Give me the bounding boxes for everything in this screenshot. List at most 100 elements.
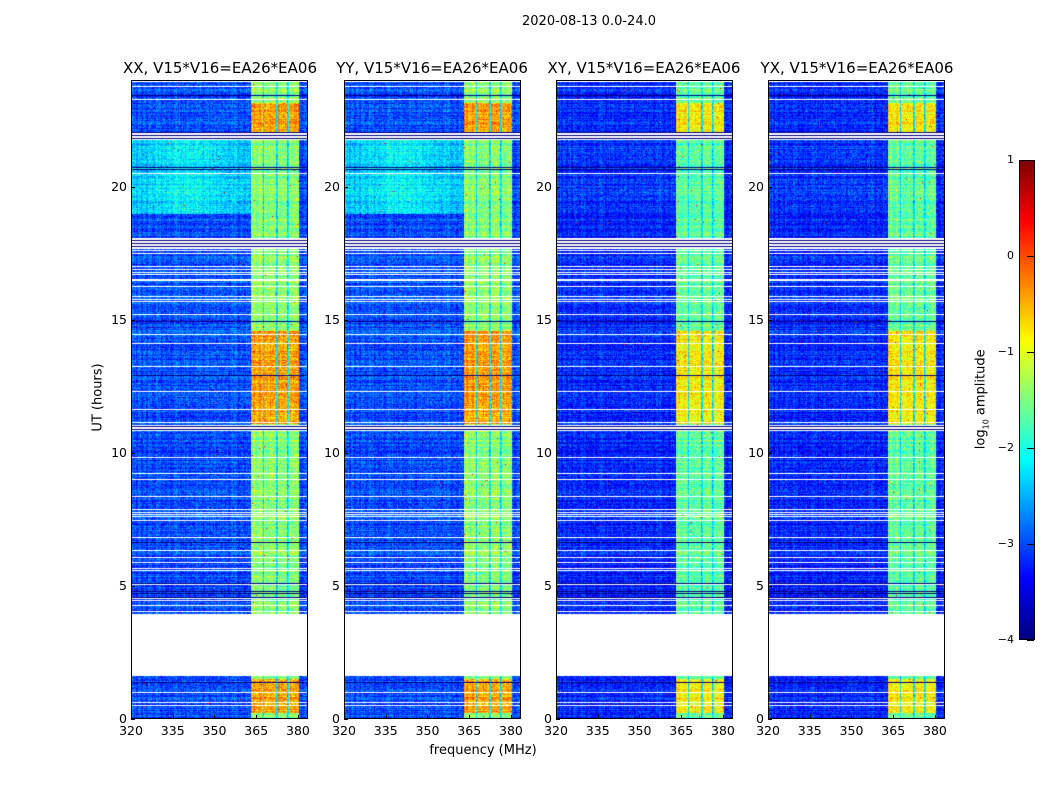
x-tick-mark-yx (893, 715, 895, 719)
x-tick-mark-xy (597, 715, 599, 719)
x-tick-mark-xy (639, 715, 641, 719)
y-tick-label-xx-0: 0 (119, 711, 127, 726)
y-tick-mark-yx (768, 452, 772, 454)
colorbar-tick-label-3: −2 (997, 441, 1014, 454)
x-tick-label-xy-335: 335 (585, 723, 610, 738)
y-tick-mark-yx (768, 585, 772, 587)
x-tick-mark-yy (469, 715, 471, 719)
x-tick-mark-xx (131, 715, 132, 719)
y-tick-mark-yy (344, 186, 348, 188)
heatmap-panel-yy (344, 80, 521, 719)
y-tick-label-yy-10: 10 (324, 444, 340, 460)
heatmap-panel-xy (556, 80, 733, 719)
y-tick-label-xy-15: 15 (536, 311, 552, 327)
x-tick-label-xy-350: 350 (627, 723, 652, 738)
colorbar-tick-mark (1027, 640, 1034, 641)
x-tick-mark-xx (172, 715, 174, 719)
y-tick-label-yx-0: 0 (756, 711, 764, 726)
x-tick-mark-xx (297, 715, 299, 719)
heatmap-yy (345, 81, 520, 718)
x-tick-label-yy-350: 350 (415, 723, 440, 738)
x-tick-mark-yy (427, 715, 429, 719)
x-tick-label-yy-365: 365 (457, 723, 482, 738)
x-axis-label: frequency (MHz) (429, 743, 537, 758)
x-tick-label-yx-380: 380 (923, 723, 947, 738)
y-tick-label-xy-20: 20 (536, 178, 552, 194)
x-tick-label-yy-335: 335 (373, 723, 398, 738)
colorbar-tick-mark (1027, 352, 1034, 353)
y-tick-mark-yy (344, 585, 348, 587)
x-tick-mark-yx (851, 715, 853, 719)
y-tick-mark-xx (131, 585, 135, 587)
y-tick-mark-yx (768, 719, 772, 720)
x-tick-mark-xy (681, 715, 683, 719)
y-axis-label: UT (hours) (90, 363, 106, 432)
y-tick-mark-xx (131, 186, 135, 188)
colorbar (1019, 160, 1035, 640)
x-tick-label-xx-350: 350 (202, 723, 227, 738)
x-tick-mark-xy (556, 715, 557, 719)
x-tick-mark-yx (768, 715, 769, 719)
x-tick-label-xx-335: 335 (160, 723, 185, 738)
y-tick-mark-yy (344, 719, 348, 720)
y-tick-mark-xy (556, 319, 560, 321)
x-tick-mark-yy (510, 715, 512, 719)
colorbar-tick-mark (1027, 544, 1034, 545)
y-tick-mark-xy (556, 186, 560, 188)
y-tick-mark-yx (768, 186, 772, 188)
x-tick-label-yx-365: 365 (881, 723, 906, 738)
y-tick-label-xx-15: 15 (111, 311, 127, 327)
x-tick-mark-yy (344, 715, 345, 719)
figure-title: 2020-08-13 0.0-24.0 (522, 14, 656, 29)
panel-title-xx: XX, V15*V16=EA26*EA06 (122, 59, 318, 77)
y-tick-label-yy-0: 0 (332, 711, 340, 726)
x-tick-mark-yx (934, 715, 936, 719)
panel-title-xy: XY, V15*V16=EA26*EA06 (547, 59, 741, 77)
x-tick-label-xx-380: 380 (286, 723, 310, 738)
panel-title-yy: YY, V15*V16=EA26*EA06 (336, 59, 528, 77)
colorbar-tick-label-1: 0 (1007, 249, 1014, 262)
x-tick-label-xx-365: 365 (244, 723, 269, 738)
x-tick-mark-xy (722, 715, 724, 719)
y-tick-label-yy-15: 15 (324, 311, 340, 327)
x-tick-label-yx-350: 350 (839, 723, 864, 738)
y-tick-label-yy-20: 20 (324, 178, 340, 194)
x-tick-label-xx-320: 320 (119, 723, 143, 738)
x-tick-label-xy-320: 320 (544, 723, 568, 738)
x-tick-label-xy-380: 380 (711, 723, 735, 738)
y-tick-label-xy-10: 10 (536, 444, 552, 460)
x-tick-mark-yy (385, 715, 387, 719)
y-tick-label-xx-20: 20 (111, 178, 127, 194)
y-tick-mark-xy (556, 719, 560, 720)
x-tick-label-yy-380: 380 (499, 723, 523, 738)
x-tick-label-xy-365: 365 (669, 723, 694, 738)
colorbar-tick-label-0: 1 (1007, 153, 1014, 166)
y-tick-mark-yx (768, 319, 772, 321)
y-tick-mark-xy (556, 585, 560, 587)
y-tick-label-xy-0: 0 (544, 711, 552, 726)
heatmap-panel-yx (768, 80, 945, 719)
y-tick-label-yx-15: 15 (748, 311, 764, 327)
y-tick-mark-xx (131, 452, 135, 454)
panel-title-yx: YX, V15*V16=EA26*EA06 (760, 59, 954, 77)
colorbar-tick-label-4: −3 (997, 537, 1014, 550)
y-tick-mark-xy (556, 452, 560, 454)
x-tick-mark-xx (256, 715, 258, 719)
y-tick-label-yx-5: 5 (756, 577, 764, 593)
y-tick-mark-xx (131, 319, 135, 321)
x-tick-mark-xx (214, 715, 216, 719)
y-tick-mark-yy (344, 452, 348, 454)
y-tick-label-xx-10: 10 (111, 444, 127, 460)
y-tick-label-yx-10: 10 (748, 444, 764, 460)
colorbar-tick-label-5: −4 (997, 633, 1014, 646)
heatmap-yx (769, 81, 944, 718)
y-tick-label-xx-5: 5 (119, 577, 127, 593)
colorbar-tick-mark (1027, 448, 1034, 449)
x-tick-label-yx-335: 335 (797, 723, 822, 738)
y-tick-mark-xx (131, 719, 135, 720)
y-tick-label-yy-5: 5 (332, 577, 340, 593)
colorbar-tick-mark (1027, 256, 1034, 257)
y-tick-label-yx-20: 20 (748, 178, 764, 194)
y-tick-label-xy-5: 5 (544, 577, 552, 593)
